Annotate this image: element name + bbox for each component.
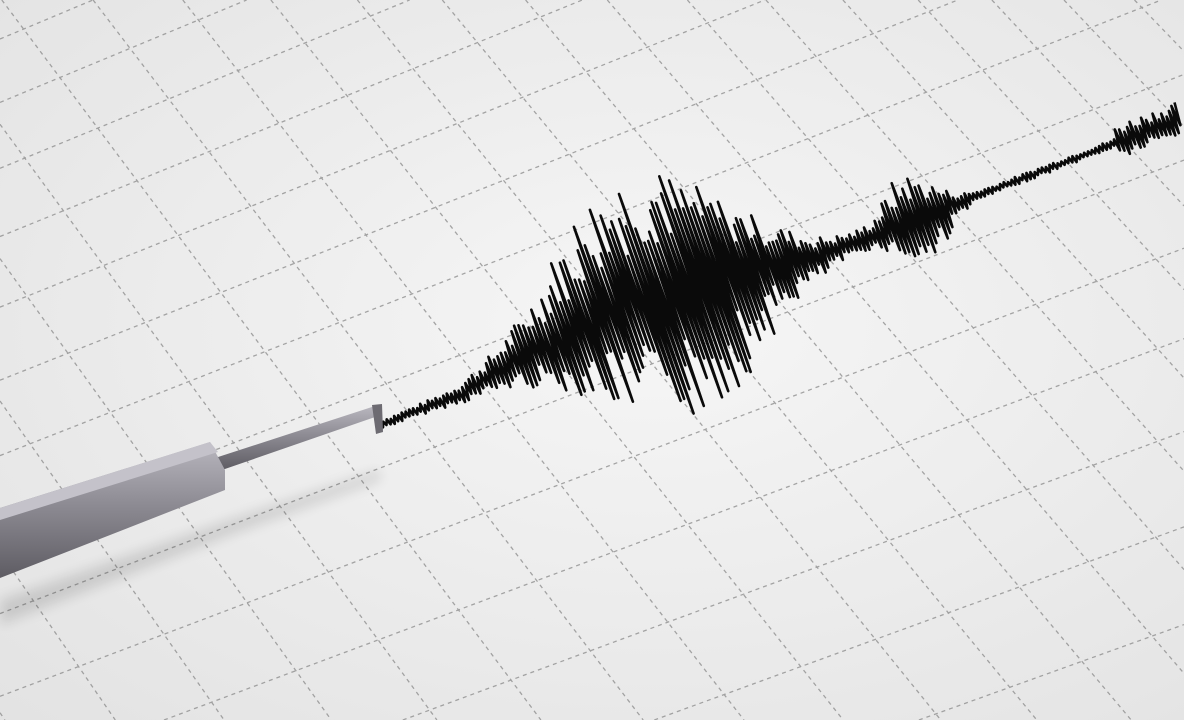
grid-line-vertical xyxy=(0,551,116,720)
grid-line-horizontal xyxy=(0,0,959,381)
grid-line-horizontal xyxy=(918,623,1184,720)
grid-line-vertical xyxy=(356,0,942,720)
trace-line xyxy=(377,102,1182,429)
grid-line-vertical xyxy=(92,0,644,720)
grid-line-vertical xyxy=(0,712,6,720)
grid-line-horizontal xyxy=(402,430,1184,720)
grid-line-horizontal xyxy=(163,338,1184,720)
grid-line-vertical xyxy=(0,400,225,720)
grid-line-vertical xyxy=(842,0,1184,379)
grid-line-vertical xyxy=(525,0,1132,720)
grid-line-vertical xyxy=(917,0,1184,291)
grid-line-horizontal xyxy=(0,0,410,169)
grid-line-vertical xyxy=(765,0,1184,472)
grid-line-vertical xyxy=(1,0,542,720)
grid-line-horizontal xyxy=(0,247,1184,697)
grid-line-horizontal xyxy=(0,0,766,308)
grid-line-horizontal xyxy=(0,0,94,40)
grid-line-vertical xyxy=(686,0,1184,571)
grid-line-vertical xyxy=(0,123,438,720)
seismic-trace xyxy=(377,102,1182,429)
grid-line-vertical xyxy=(0,258,332,720)
grid-line-horizontal xyxy=(654,526,1184,720)
grid-line-vertical xyxy=(182,0,745,720)
seismograph-pen-icon xyxy=(0,404,383,625)
grid-line-vertical xyxy=(606,0,1184,674)
grid-line-vertical xyxy=(1063,0,1184,127)
grid-line-horizontal xyxy=(0,0,583,238)
grid-line-vertical xyxy=(1134,0,1184,52)
grid-line-vertical xyxy=(991,0,1184,207)
